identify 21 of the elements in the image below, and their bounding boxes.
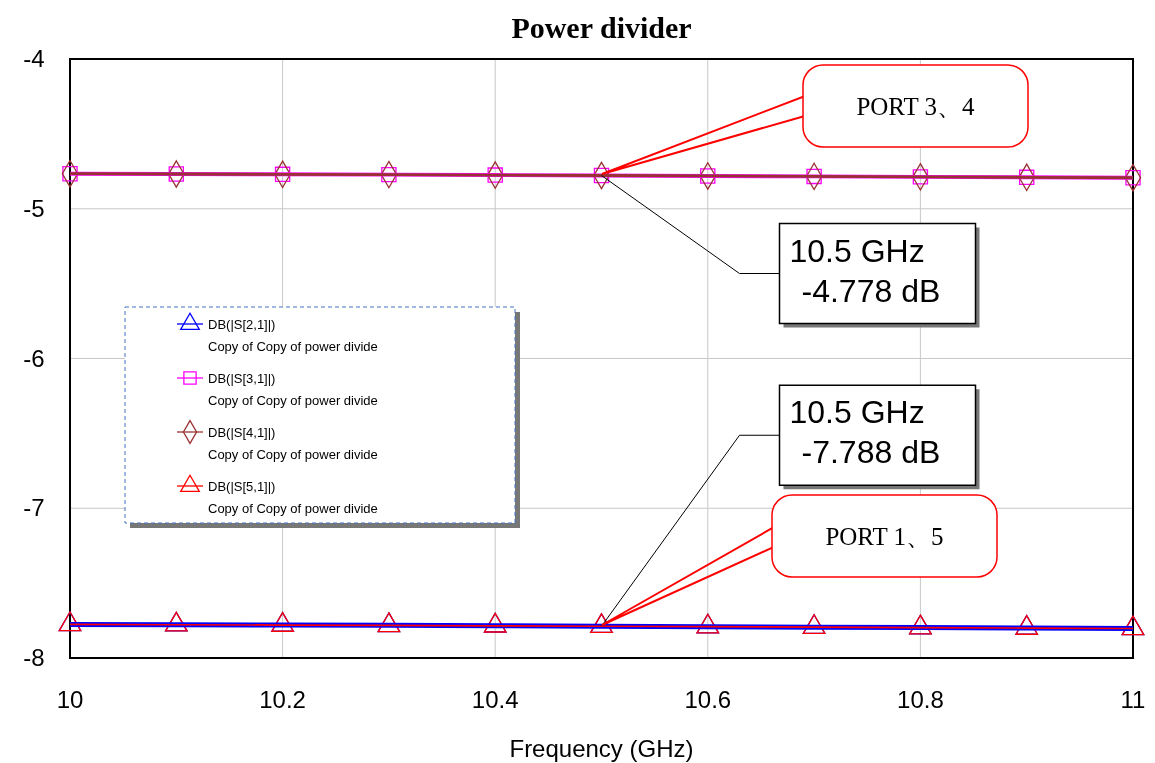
- x-tick-label: 10.2: [259, 686, 306, 713]
- legend-label: DB(|S[5,1]|) Copy of Copy of power divide: [208, 479, 378, 516]
- annotation: 10.5 GHz -7.788 dB: [789, 394, 941, 471]
- annotation: PORT 3、4: [856, 93, 976, 120]
- chart-title: Power divider: [511, 11, 692, 44]
- y-tick-label: -8: [23, 644, 45, 671]
- annotation: 10.5 GHz -4.778 dB: [789, 232, 941, 309]
- y-tick-label: -4: [23, 45, 45, 72]
- x-tick-label: 10: [56, 686, 84, 713]
- x-tick-label: 10.8: [897, 686, 944, 713]
- y-tick-label: -6: [23, 344, 45, 372]
- x-tick-label: 10.6: [684, 686, 732, 713]
- y-tick-label: -7: [23, 494, 45, 522]
- x-tick-label: 10.4: [471, 686, 519, 713]
- legend-label: DB(|S[4,1]|) Copy of Copy of power divide: [208, 425, 378, 462]
- x-tick-label: 11: [1120, 686, 1146, 713]
- annotation: PORT 1、5: [825, 523, 944, 550]
- y-tick-label: -5: [23, 194, 45, 222]
- x-axis-title: Frequency (GHz): [509, 735, 694, 762]
- legend-label: DB(|S[3,1]|) Copy of Copy of power divide: [208, 371, 378, 408]
- legend-label: DB(|S[2,1]|) Copy of Copy of power divide: [208, 317, 378, 354]
